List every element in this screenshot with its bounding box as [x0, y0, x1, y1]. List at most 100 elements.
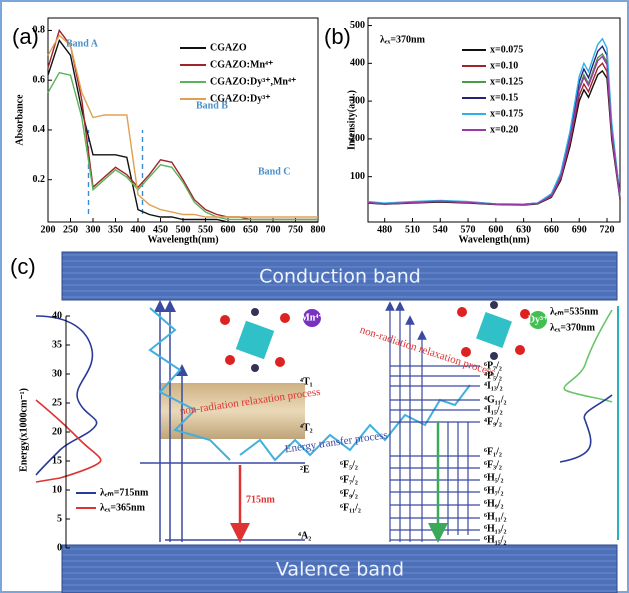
x-tick-label: 350	[108, 224, 123, 235]
x-tick-label: 650	[243, 224, 258, 235]
level-label: ⁶H₁₃/₂	[484, 523, 507, 534]
level-label: ⁶F₁/₂	[484, 446, 502, 457]
x-tick-label: 700	[266, 224, 281, 235]
panel-label: (c)	[10, 254, 36, 279]
mn-excitation-curve	[35, 315, 98, 476]
y-tick-label: 40	[52, 310, 62, 321]
y-tick-label: 10	[52, 484, 62, 495]
x-tick-label: 450	[153, 224, 168, 235]
process-label: non-radiation relaxation process	[358, 324, 497, 379]
legend-label: x=0.125	[490, 76, 523, 87]
x-axis-label: Wavelength(nm)	[147, 234, 218, 245]
level-label: ⁴P₅/₂	[484, 370, 502, 381]
mn-arrows	[140, 300, 305, 543]
y-tick-label: 35	[52, 339, 62, 350]
y-tick-label: 300	[350, 95, 365, 106]
ion-label: Mn⁴⁺	[300, 312, 323, 323]
legend-label: x=0.20	[490, 124, 518, 135]
dy-emission-curve	[559, 394, 613, 463]
series-line	[47, 34, 318, 218]
dy-excitation-curve	[563, 309, 613, 403]
legend-label: λₑₓ=365nm	[100, 502, 146, 513]
legend-label: CGAZO:Dy³⁺,Mn⁴⁺	[210, 76, 296, 87]
legend-label: λₑₓ=370nm	[550, 322, 596, 333]
y-tick-label: 0.4	[33, 124, 46, 135]
legend-label: x=0.15	[490, 92, 518, 103]
series-line	[47, 38, 318, 223]
ion-label: Dy³⁺	[528, 314, 549, 325]
annotation: Band A	[66, 38, 99, 49]
y-tick-label: 5	[57, 513, 62, 524]
level-label: ⁴A₂	[298, 530, 311, 541]
y-tick-label: 25	[52, 397, 62, 408]
y-axis-label: Absorbance	[14, 94, 25, 146]
band-label: Valence band	[276, 559, 404, 581]
crystal-structures	[220, 301, 547, 372]
x-tick-label: 500	[176, 224, 191, 235]
energy-transfer-wave	[148, 307, 471, 462]
legend-label: CGAZO:Dy³⁺	[210, 93, 271, 104]
x-tick-label: 550	[198, 224, 213, 235]
level-label: ⁶H₅/₂	[484, 472, 504, 483]
level-label: ⁴T₂	[300, 422, 313, 433]
annotation: λₑₓ=370nm	[380, 34, 426, 45]
dy-levels	[385, 301, 480, 542]
x-tick-label: 750	[288, 224, 303, 235]
x-tick-label: 400	[131, 224, 146, 235]
y-tick-label: 400	[350, 58, 365, 69]
x-tick-label: 800	[311, 224, 326, 235]
level-label: ⁶H₁₅/₂	[484, 534, 507, 545]
level-label: ⁶P₇/₂	[484, 360, 502, 371]
x-tick-label: 570	[461, 224, 476, 235]
legend-label: x=0.10	[490, 60, 518, 71]
x-tick-label: 690	[572, 224, 587, 235]
level-label: ⁶H₉/₂	[484, 498, 504, 509]
x-tick-label: 600	[488, 224, 503, 235]
y-tick-label: 15	[52, 455, 62, 466]
y-tick-label: 30	[52, 368, 62, 379]
level-label: ⁴I₁₅/₂	[484, 404, 503, 415]
panel-label: (b)	[324, 24, 351, 49]
y-tick-label: 0.2	[33, 174, 46, 185]
panel-label: (a)	[12, 24, 39, 49]
level-label: ⁶F₅/₂	[340, 459, 358, 470]
valence-band	[61, 544, 618, 593]
y-tick-label: 200	[350, 133, 365, 144]
level-label: ⁶H₇/₂	[484, 485, 504, 496]
emission-label: 715nm	[246, 494, 276, 505]
y-tick-label: 0	[57, 542, 62, 553]
level-label: ⁶F₉/₂	[340, 488, 358, 499]
y-tick-label: 100	[350, 171, 365, 182]
series-line	[367, 37, 621, 205]
level-label: ⁶F₃/₂	[484, 459, 502, 470]
level-label: ⁴F₉/₂	[484, 416, 502, 427]
level-label: ⁶H₁₁/₂	[484, 511, 507, 522]
x-tick-label: 510	[405, 224, 420, 235]
x-tick-label: 480	[377, 224, 392, 235]
x-tick-label: 540	[433, 224, 448, 235]
y-axis-label: Intensity(a.u.)	[346, 90, 357, 150]
y-tick-label: 20	[52, 426, 62, 437]
legend-label: x=0.175	[490, 108, 523, 119]
x-tick-label: 600	[221, 224, 236, 235]
y-tick-label: 0.8	[33, 25, 46, 36]
level-label: ⁶F₁₁/₂	[340, 502, 361, 513]
x-axis-label: Wavelength(nm)	[458, 234, 529, 245]
annotation: Band B	[196, 100, 228, 111]
level-label: ⁴T₁	[300, 376, 313, 387]
x-tick-label: 200	[41, 224, 56, 235]
level-label: ⁴G₁₁/₂	[484, 394, 507, 405]
x-tick-label: 660	[544, 224, 559, 235]
x-tick-label: 300	[86, 224, 101, 235]
mn-emission-curve	[35, 399, 102, 483]
legend-label: CGAZO:Mn⁴⁺	[210, 59, 273, 70]
series-line	[367, 69, 621, 206]
legend-label: λₑₘ=715nm	[100, 487, 149, 498]
y-tick-label: 0.6	[33, 74, 46, 85]
x-tick-label: 630	[516, 224, 531, 235]
x-tick-label: 250	[63, 224, 78, 235]
conduction-band	[61, 251, 618, 301]
x-tick-label: 720	[600, 224, 615, 235]
series-line	[367, 55, 621, 206]
